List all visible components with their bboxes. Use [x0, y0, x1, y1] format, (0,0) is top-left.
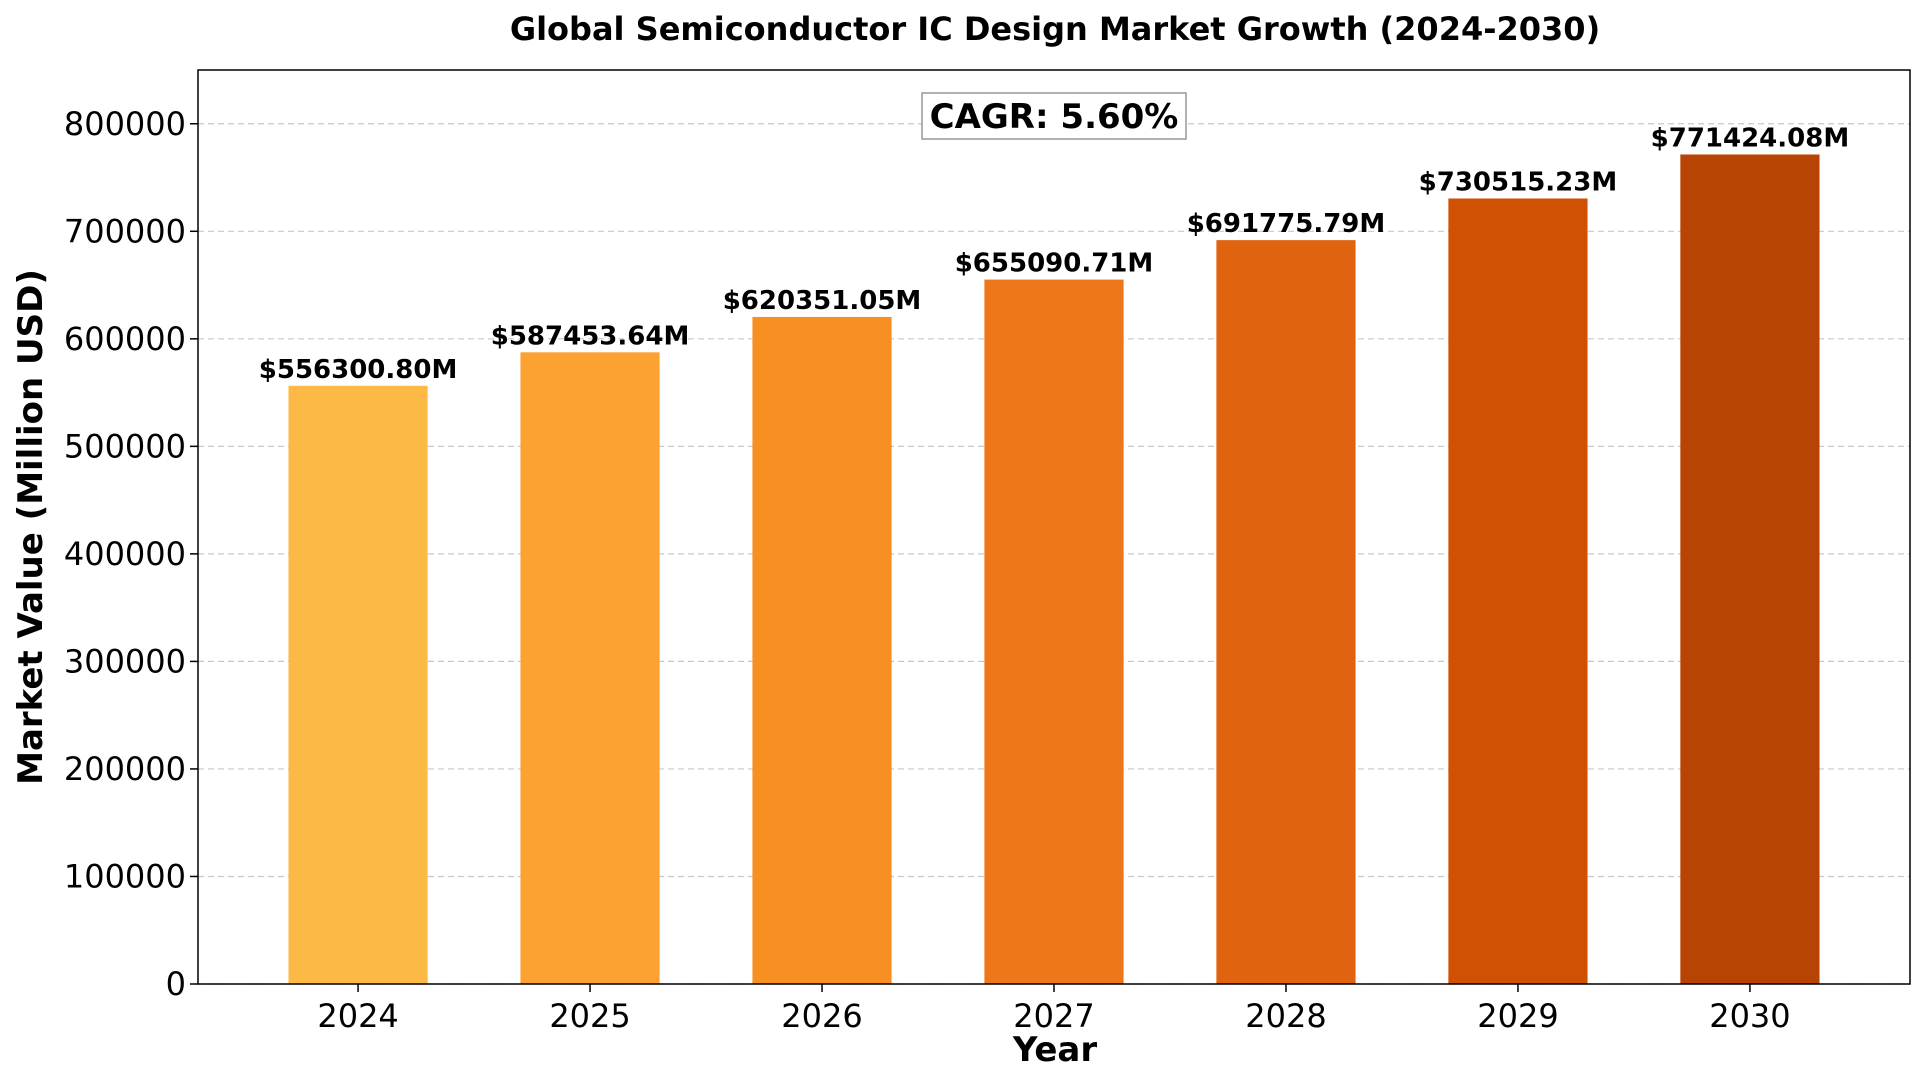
bar-2024: [288, 385, 428, 985]
bar-2027: [984, 279, 1124, 984]
y-axis-label: Market Value (Million USD): [11, 269, 51, 785]
chart-title: Global Semiconductor IC Design Market Gr…: [510, 10, 1600, 48]
y-tick-label: 100000: [64, 857, 186, 895]
x-tick-label: 2029: [1477, 997, 1558, 1035]
axis-ticks: 0 100000 200000 300000 400000 500000 600000 700…: [64, 105, 1791, 1035]
y-tick-label: 800000: [64, 105, 186, 143]
cagr-annotation: CAGR: 5.60%: [930, 97, 1179, 137]
bar-2025: [520, 352, 660, 984]
bar-2028: [1216, 240, 1356, 984]
y-tick-label: 500000: [64, 427, 186, 465]
data-label-2027: $655090.71M: [955, 249, 1154, 279]
bar-2029: [1448, 198, 1588, 985]
data-label-2024: $556300.80M: [259, 355, 458, 385]
data-label-2026: $620351.05M: [723, 286, 922, 316]
data-label-2030: $771424.08M: [1651, 123, 1850, 153]
data-labels: $556300.80M $587453.64M $620351.05M $655090…: [259, 123, 1849, 384]
y-tick-label: 400000: [64, 535, 186, 573]
x-tick-label: 2026: [781, 997, 862, 1035]
y-tick-label: 300000: [64, 642, 186, 680]
y-tick-label: 700000: [64, 212, 186, 250]
data-label-2028: $691775.79M: [1187, 209, 1386, 239]
data-label-2029: $730515.23M: [1419, 167, 1618, 197]
y-tick-label: 200000: [64, 750, 186, 788]
data-label-2025: $587453.64M: [491, 321, 690, 351]
cagr-box-border: [921, 92, 1187, 140]
x-axis-label: Year: [1012, 1030, 1098, 1070]
y-tick-label: 600000: [64, 320, 186, 358]
x-tick-label: 2024: [317, 997, 398, 1035]
x-tick-label: 2025: [549, 997, 630, 1035]
x-tick-label: 2028: [1245, 997, 1326, 1035]
bar-2026: [752, 316, 892, 984]
bar-2030: [1680, 154, 1820, 985]
x-tick-label: 2030: [1709, 997, 1790, 1035]
x-tick-label: 2027: [1013, 997, 1094, 1035]
bars: [288, 154, 1820, 985]
y-tick-label: 0: [166, 965, 186, 1003]
cagr-box: CAGR: 5.60%: [921, 92, 1187, 140]
plot-frame: [197, 69, 1911, 985]
